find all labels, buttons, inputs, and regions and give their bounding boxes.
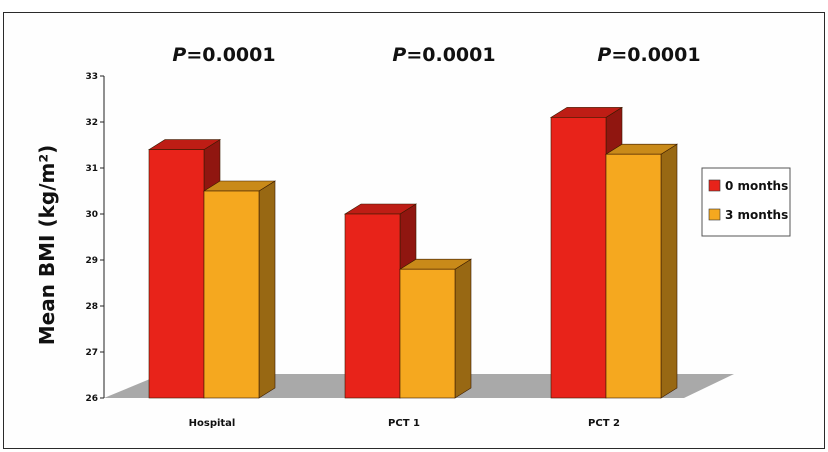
y-tick-label: 31 [85, 164, 98, 174]
y-tick-label: 32 [85, 118, 98, 128]
y-tick-label: 33 [85, 72, 98, 82]
y-tick-label: 28 [85, 302, 98, 312]
bar-front-face [344, 213, 401, 399]
legend-label-3-months: 3 months [725, 208, 788, 222]
bmi-bar-chart: 26 27 28 29 30 31 32 33 Hospital PCT 1 PCT 2 P=0.… [35, 44, 791, 429]
p-value-annotation: P=0.0001 [392, 44, 495, 66]
y-tick-label: 26 [85, 394, 98, 404]
bar-front-face [605, 153, 662, 399]
bar-front-face [550, 117, 607, 399]
annotations-layer: P=0.0001 P=0.0001 P=0.0001 [172, 44, 700, 66]
bar-side-face [660, 143, 678, 399]
y-tick-label: 29 [85, 256, 98, 266]
bar-hospital-3-months [202, 180, 277, 399]
y-axis-title: Mean BMI (kg/m²) [35, 145, 59, 346]
bar-pct-1-3-months [398, 258, 473, 399]
bar-front-face [399, 268, 456, 399]
p-value-annotation: P=0.0001 [172, 44, 275, 66]
category-labels-layer: Hospital PCT 1 PCT 2 [189, 418, 620, 429]
bar-front-face [203, 190, 260, 399]
p-value-annotation: P=0.0001 [597, 44, 700, 66]
chart-frame: 26 27 28 29 30 31 32 33 Hospital PCT 1 PCT 2 P=0.… [3, 12, 825, 449]
y-tick-label: 30 [85, 210, 98, 220]
legend-label-0-months: 0 months [725, 179, 788, 193]
bar-front-face [148, 149, 205, 399]
legend-box [701, 167, 791, 237]
legend: 0 months 3 months [701, 167, 791, 237]
bar-side-face [258, 180, 276, 399]
category-label-hospital: Hospital [189, 418, 236, 429]
bar-side-face [454, 258, 472, 399]
y-axis-layer: 26 27 28 29 30 31 32 33 [85, 72, 105, 404]
category-label-pct-2: PCT 2 [588, 418, 620, 429]
y-tick-label: 27 [85, 348, 98, 358]
category-label-pct-1: PCT 1 [388, 418, 420, 429]
bar-pct-2-3-months [604, 143, 679, 399]
legend-swatch-3-months [708, 208, 721, 221]
legend-swatch-0-months [708, 179, 721, 192]
bars-layer [147, 106, 679, 399]
